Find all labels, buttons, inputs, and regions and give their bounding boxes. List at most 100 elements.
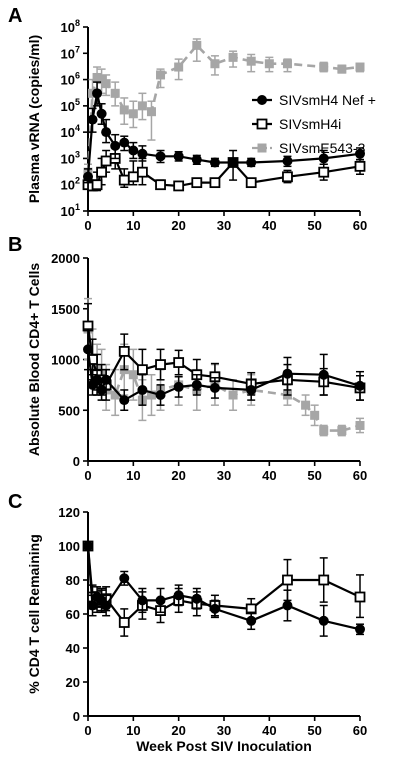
x-tick-label: 40 — [262, 468, 276, 483]
data-point — [119, 137, 130, 148]
data-point — [228, 157, 239, 168]
x-tick-label: 20 — [171, 723, 185, 738]
y-tick-exponent: 3 — [75, 149, 80, 159]
legend-label: SIVsmE543-3 — [279, 140, 366, 156]
data-point — [282, 59, 292, 69]
data-point — [146, 390, 156, 400]
x-tick-label: 30 — [217, 723, 231, 738]
data-point — [137, 148, 148, 159]
data-point — [83, 344, 93, 355]
x-tick-label: 10 — [126, 218, 140, 233]
y-tick-exponent: 6 — [75, 71, 80, 81]
data-point — [245, 177, 257, 189]
data-point — [209, 603, 220, 614]
x-tick-label: 0 — [84, 468, 91, 483]
data-point — [101, 374, 112, 385]
data-point — [87, 600, 98, 611]
y-tick-label: 0 — [73, 454, 80, 469]
series-nef — [83, 328, 365, 411]
data-point — [155, 595, 166, 606]
data-point — [155, 151, 166, 162]
x-tick-label: 0 — [84, 218, 91, 233]
data-point — [119, 573, 130, 584]
data-point — [136, 364, 148, 376]
y-axis-title: Absolute Blood CD4+ T Cells — [26, 263, 42, 457]
data-point — [337, 426, 347, 436]
data-point — [282, 600, 293, 611]
y-tick-exponent: 1 — [75, 202, 80, 212]
legend-item-e543: SIVsmE543-3 — [252, 140, 366, 156]
y-tick-label: 0 — [73, 709, 80, 724]
y-tick-label: 1000 — [51, 353, 80, 368]
x-tick-label: 40 — [262, 218, 276, 233]
y-tick-label: 2000 — [51, 251, 80, 266]
y-tick-base: 10 — [61, 204, 75, 219]
data-point — [173, 357, 185, 368]
y-tick-exponent: 5 — [75, 97, 80, 107]
legend-marker — [257, 143, 267, 153]
data-point — [83, 171, 93, 182]
y-tick-label: 100 — [58, 539, 80, 554]
x-tick-label: 60 — [353, 723, 367, 738]
data-point — [192, 40, 202, 50]
data-point — [118, 345, 130, 357]
data-point — [83, 541, 93, 551]
data-point — [97, 75, 107, 85]
series-h4i — [82, 147, 366, 192]
series-nef — [83, 81, 365, 184]
y-tick-base: 10 — [61, 125, 75, 140]
data-point — [118, 617, 130, 628]
x-tick-label: 30 — [217, 468, 231, 483]
data-point — [209, 382, 220, 393]
data-point — [173, 590, 184, 601]
series-h4i — [82, 302, 366, 401]
data-point — [101, 79, 111, 89]
y-tick-base: 10 — [61, 178, 75, 193]
data-point — [355, 380, 365, 391]
data-point — [264, 59, 274, 69]
panel-letter: C — [8, 491, 22, 513]
y-axis-title: Plasma vRNA (copies/ml) — [26, 35, 42, 203]
data-point — [282, 574, 293, 586]
panel-letter: B — [8, 234, 22, 256]
data-point — [173, 151, 184, 162]
x-tick-label: 50 — [307, 723, 321, 738]
series-nef — [83, 541, 365, 637]
x-tick-label: 40 — [262, 723, 276, 738]
y-tick-base: 10 — [61, 73, 75, 88]
data-point — [319, 426, 329, 436]
data-point — [191, 593, 202, 604]
data-point — [155, 390, 166, 401]
data-point — [318, 574, 330, 586]
data-point — [228, 390, 238, 400]
y-tick-label: 104 — [61, 123, 80, 140]
panel-letter: A — [8, 5, 22, 27]
data-point — [128, 145, 139, 156]
data-point — [354, 591, 366, 603]
data-point — [246, 615, 257, 626]
data-point — [96, 384, 107, 395]
y-tick-exponent: 4 — [75, 123, 80, 133]
data-point — [355, 148, 365, 159]
y-tick-label: 107 — [61, 44, 80, 61]
data-point — [355, 420, 365, 430]
data-point — [127, 171, 139, 183]
data-point — [355, 62, 365, 72]
data-point — [209, 157, 220, 168]
data-point — [101, 600, 112, 611]
x-axis-title: Week Post SIV Inoculation — [136, 738, 312, 754]
legend-marker — [257, 95, 267, 105]
data-point — [318, 615, 329, 626]
data-point — [246, 384, 257, 395]
data-point — [191, 379, 202, 390]
y-tick-label: 101 — [61, 202, 80, 219]
y-tick-label: 103 — [61, 149, 80, 166]
data-point — [156, 70, 166, 80]
y-tick-label: 20 — [66, 675, 80, 690]
data-point — [119, 395, 130, 406]
data-point — [100, 155, 112, 167]
panel-b: B 0 10 20 30 40 50 60 0 500 1000 1500 2000 Absolute B… — [8, 234, 367, 483]
y-tick-label: 40 — [66, 641, 80, 656]
y-tick-label: 1500 — [51, 302, 80, 317]
data-point — [173, 381, 184, 392]
